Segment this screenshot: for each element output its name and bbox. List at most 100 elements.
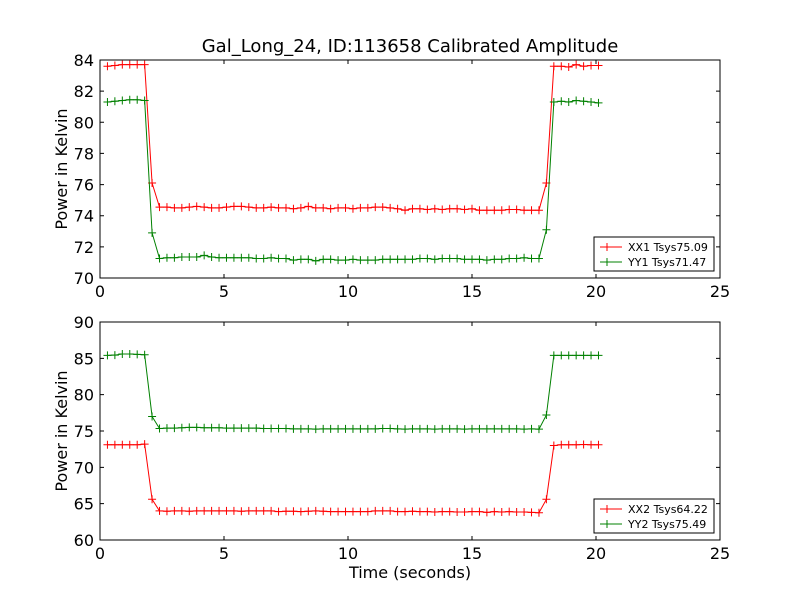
data-point-marker	[505, 507, 514, 516]
x-tick-label: 15	[462, 282, 482, 301]
data-point-marker	[445, 254, 454, 263]
data-point-marker	[341, 507, 350, 516]
data-point-marker	[334, 424, 343, 433]
data-point-marker	[460, 508, 469, 517]
y-tick-label: 74	[74, 207, 94, 226]
legend: XX2 Tsys64.22 YY2 Tsys75.49	[593, 498, 715, 534]
data-point-marker	[222, 506, 231, 515]
chart-title: Gal_Long_24, ID:113658 Calibrated Amplit…	[202, 36, 619, 57]
data-point-marker	[140, 96, 149, 105]
data-point-marker	[564, 98, 573, 107]
data-point-marker	[274, 507, 283, 516]
data-point-marker	[490, 507, 499, 516]
x-tick-label: 25	[710, 544, 730, 563]
data-point-marker	[170, 203, 179, 212]
data-point-marker	[155, 506, 164, 515]
data-point-marker	[326, 507, 335, 516]
data-point-marker	[252, 203, 261, 212]
data-point-marker	[579, 62, 588, 71]
data-point-marker	[185, 423, 194, 432]
y-tick-label: 65	[74, 495, 94, 514]
y-tick-label: 70	[74, 458, 94, 477]
data-point-marker	[110, 61, 119, 70]
x-axis-title: Time (seconds)	[348, 563, 471, 582]
data-point-marker	[162, 424, 171, 433]
data-point-marker	[557, 440, 566, 449]
data-point-marker	[259, 506, 268, 515]
data-point-marker	[378, 506, 387, 515]
data-point-marker	[482, 206, 491, 215]
legend-entry-label: YY2 Tsys75.49	[627, 518, 706, 531]
plot-frame	[99, 59, 721, 279]
data-point-marker	[215, 253, 224, 262]
data-point-marker	[594, 98, 603, 107]
data-point-marker	[587, 351, 596, 360]
data-point-marker	[304, 202, 313, 211]
data-point-marker	[348, 255, 357, 264]
data-point-marker	[445, 424, 454, 433]
data-point-marker	[296, 424, 305, 433]
data-point-marker	[475, 255, 484, 264]
data-point-marker	[557, 351, 566, 360]
legend-box	[593, 498, 715, 534]
legend-entry-label: XX2 Tsys64.22	[628, 503, 708, 516]
data-point-marker	[386, 424, 395, 433]
legend-marker-swatch	[603, 520, 611, 528]
y-tick-label: 72	[74, 238, 94, 257]
data-point-marker	[341, 424, 350, 433]
data-point-marker	[587, 440, 596, 449]
data-point-marker	[408, 507, 417, 516]
legend-entry-label: YY1 Tsys71.47	[627, 256, 706, 269]
data-point-marker	[482, 424, 491, 433]
data-point-marker	[430, 508, 439, 517]
top-chart-panel: 0 5 10 15 20 25 70 72 74 76 78 80 82 84 Power in Kelvi…	[52, 51, 730, 301]
data-point-marker	[237, 202, 246, 211]
data-point-marker	[401, 206, 410, 215]
data-point-marker	[572, 96, 581, 105]
data-point-marker	[371, 256, 380, 265]
legend: XX1 Tsys75.09 YY1 Tsys71.47	[593, 236, 715, 272]
data-point-marker	[311, 203, 320, 212]
data-point-marker	[564, 351, 573, 360]
data-point-marker	[341, 256, 350, 265]
data-point-marker	[252, 424, 261, 433]
x-tick-label: 15	[462, 544, 482, 563]
data-point-marker	[386, 203, 395, 212]
data-point-marker	[207, 252, 216, 261]
data-point-marker	[415, 204, 424, 213]
data-point-marker	[423, 205, 432, 214]
data-point-marker	[393, 204, 402, 213]
data-point-marker	[393, 255, 402, 264]
data-point-marker	[378, 255, 387, 264]
data-point-marker	[557, 62, 566, 71]
data-point-marker	[110, 97, 119, 106]
data-point-marker	[505, 254, 514, 263]
x-tick-label: 10	[338, 544, 358, 563]
data-point-marker	[534, 254, 543, 263]
y-tick-label: 60	[74, 531, 94, 550]
y-tick-label: 80	[74, 386, 94, 405]
data-point-marker	[557, 97, 566, 106]
data-point-marker	[170, 253, 179, 262]
data-point-marker	[468, 507, 476, 516]
data-point-marker	[542, 411, 551, 420]
data-point-marker	[520, 425, 529, 434]
data-point-marker	[468, 424, 476, 433]
data-point-marker	[572, 351, 581, 360]
data-point-marker	[348, 204, 357, 213]
data-point-marker	[490, 424, 499, 433]
data-point-marker	[542, 495, 551, 504]
data-point-marker	[423, 424, 432, 433]
data-point-marker	[438, 254, 447, 263]
data-point-marker	[192, 202, 201, 211]
x-tick-label: 5	[219, 282, 229, 301]
data-point-marker	[594, 61, 603, 70]
data-point-marker	[549, 98, 558, 107]
y-axis-title: Power in Kelvin	[52, 108, 71, 229]
y-tick-label: 75	[74, 422, 94, 441]
data-point-marker	[304, 424, 313, 433]
x-tick-label: 0	[95, 282, 105, 301]
y-tick-label: 85	[74, 349, 94, 368]
data-point-marker	[564, 63, 573, 72]
